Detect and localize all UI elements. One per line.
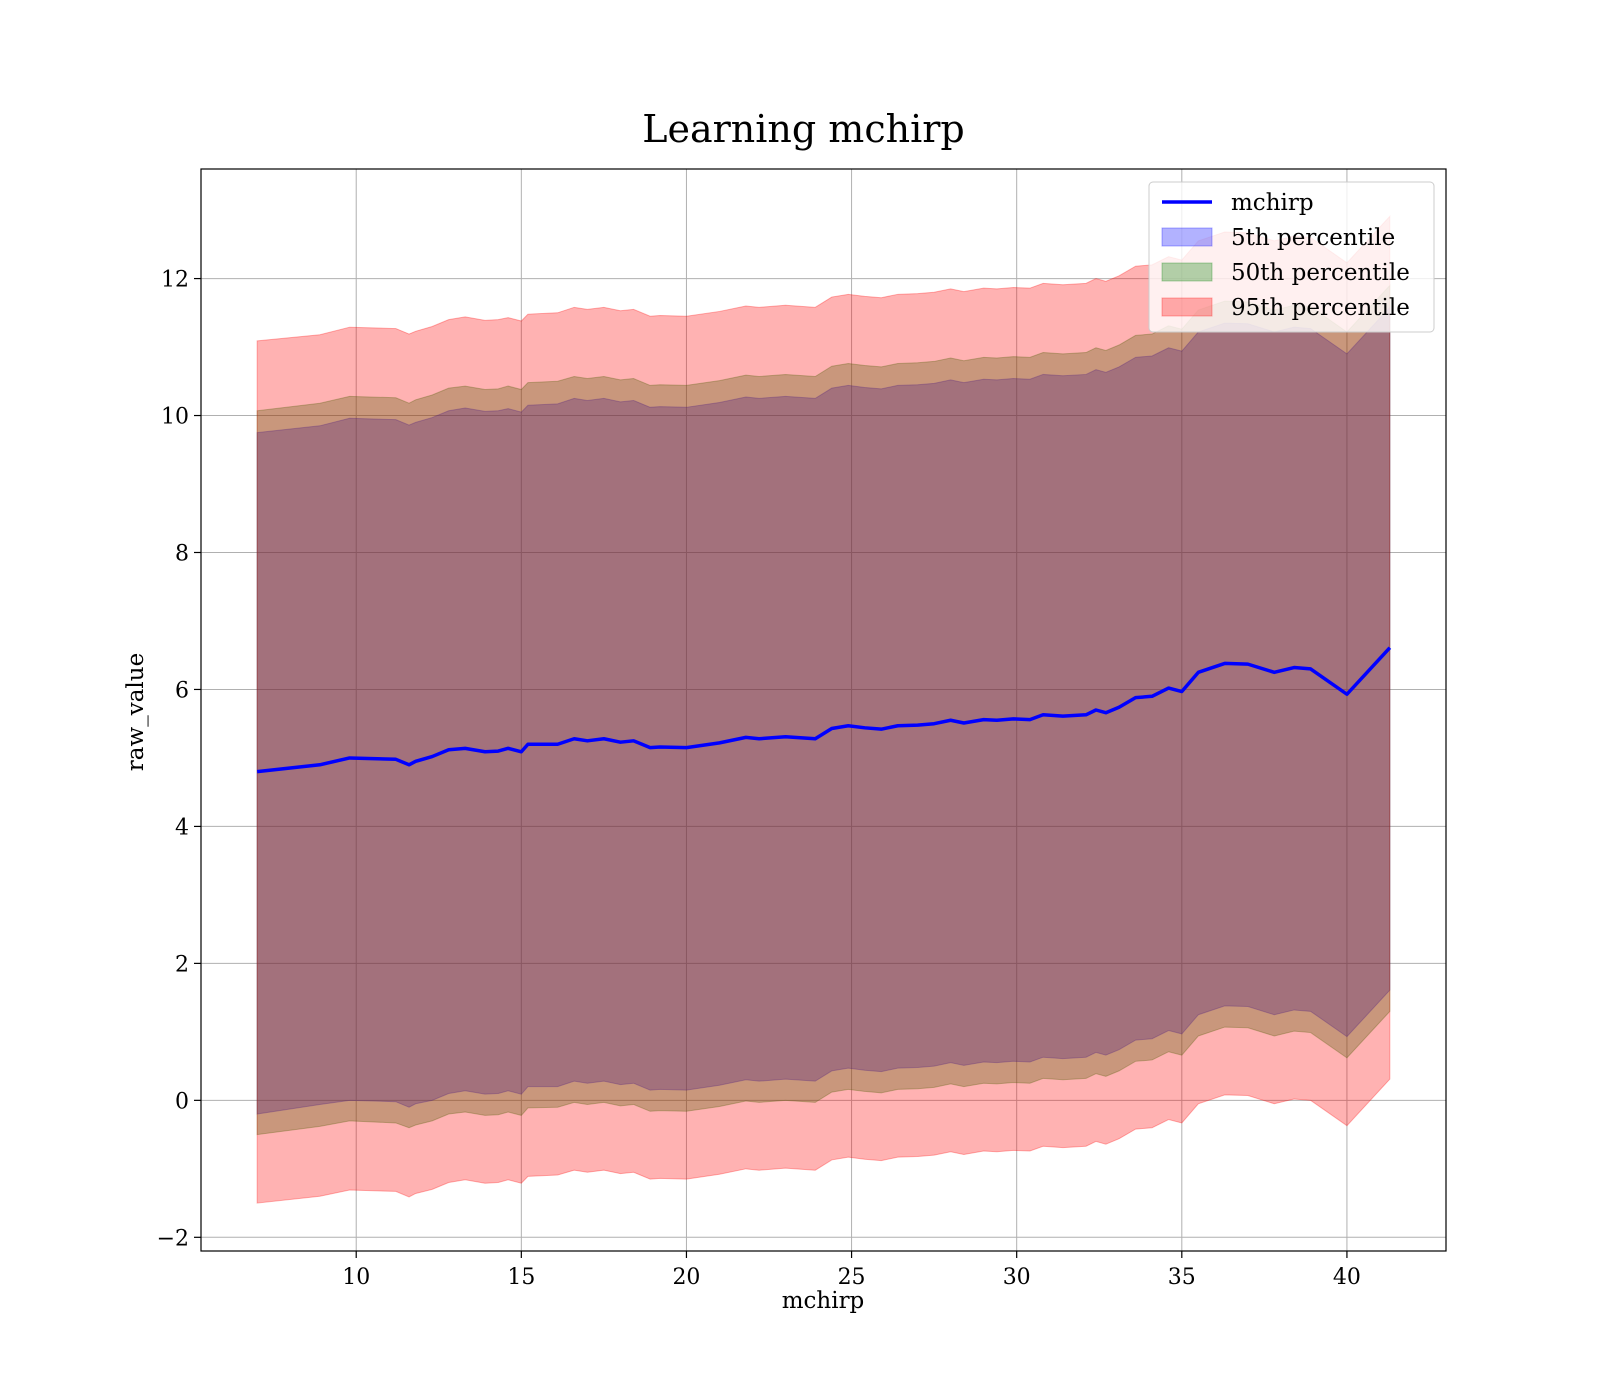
legend-label-mchirp: mchirp: [1231, 190, 1314, 216]
legend-label-5th-percentile: 5th percentile: [1231, 225, 1395, 251]
x-tick-label: 40: [1333, 1265, 1361, 1290]
legend-label-50th-percentile: 50th percentile: [1231, 260, 1410, 286]
x-axis-label: mchirp: [782, 1288, 865, 1314]
x-tick-label: 20: [672, 1265, 700, 1290]
grid: [201, 169, 1446, 1251]
y-tick-label: 4: [175, 815, 189, 840]
x-tick-label: 15: [507, 1265, 535, 1290]
legend: mchirp 5th percentile 50th percentile 95th …: [1148, 181, 1435, 333]
y-tick-label: 8: [175, 541, 189, 566]
legend-swatch-50th-percentile: [1161, 262, 1213, 282]
plot-frame: [200, 168, 1447, 1252]
percentile-bands: [256, 214, 1391, 1204]
95th-percentile-band: [256, 214, 1391, 1204]
y-axis-label: raw_value: [123, 653, 149, 771]
y-tick-label: 2: [175, 952, 189, 977]
legend-frame: [1148, 181, 1435, 333]
x-tick-label: 30: [1003, 1265, 1031, 1290]
x-tick-label: 35: [1168, 1265, 1196, 1290]
chart-title: Learning mchirp: [642, 107, 964, 151]
5th-percentile-band: [256, 306, 1391, 1115]
50th-percentile-band: [256, 284, 1391, 1136]
axis-ticks: 10 15 20 25 30 35 40 −2 0 2 4 6 8 10 12: [157, 268, 1361, 1290]
y-tick-label: 0: [175, 1089, 189, 1114]
y-tick-label: 12: [161, 268, 189, 293]
legend-swatch-95th-percentile: [1161, 297, 1213, 317]
mchirp-line: [256, 646, 1392, 774]
y-tick-label: −2: [157, 1226, 189, 1251]
x-tick-label: 10: [342, 1265, 370, 1290]
y-tick-label: 6: [175, 678, 189, 703]
x-tick-label: 25: [838, 1265, 866, 1290]
legend-swatch-5th-percentile: [1161, 227, 1213, 247]
y-tick-label: 10: [161, 405, 189, 430]
legend-label-95th-percentile: 95th percentile: [1231, 295, 1410, 321]
mchirp-line-layer: [256, 646, 1392, 774]
